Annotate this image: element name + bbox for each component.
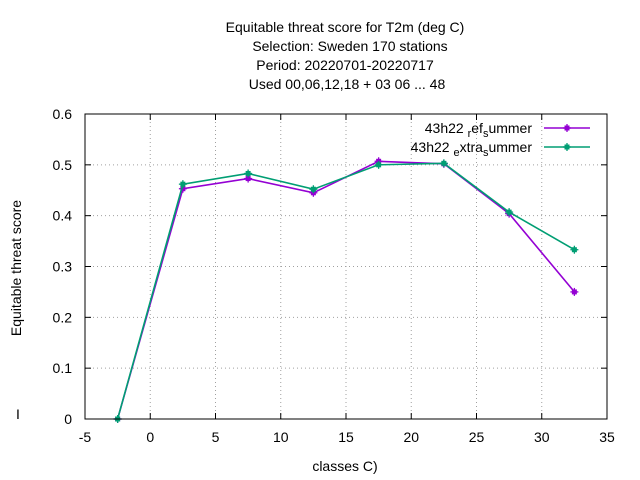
data-point	[570, 245, 579, 254]
y-tick-label: 0.4	[53, 208, 73, 224]
x-tick-label: 25	[469, 429, 485, 445]
x-tick-label: 35	[599, 429, 615, 445]
series-2	[113, 159, 579, 423]
y-tick-label: 0.3	[53, 259, 73, 275]
legend-entry-2: 43h22 extrasummer	[411, 139, 590, 159]
data-point	[178, 180, 187, 189]
legend-entry-1: 43h22 refsummer	[425, 120, 590, 140]
y-tick-label: 0	[64, 411, 72, 427]
legend-marker	[563, 143, 571, 151]
data-point	[570, 287, 579, 296]
data-point	[505, 208, 514, 217]
x-tick-label: 15	[338, 429, 354, 445]
x-tick-label: 0	[146, 429, 154, 445]
data-point	[439, 159, 448, 168]
x-tick-label: 5	[212, 429, 220, 445]
series-layer	[113, 157, 579, 423]
plot-frame	[84, 113, 608, 420]
x-tick-label: 30	[534, 429, 550, 445]
x-tick-label: 10	[273, 429, 289, 445]
data-point	[244, 169, 253, 178]
y-tick-label: 0.1	[53, 360, 73, 376]
y-tick-label: 0.6	[53, 106, 73, 122]
grid	[85, 114, 607, 419]
data-point	[309, 185, 318, 194]
title-line-1: Equitable threat score for T2m (deg C)	[226, 19, 465, 35]
legend-marker	[563, 124, 571, 132]
x-tick-label: 20	[403, 429, 419, 445]
title-line-4: Used 00,06,12,18 + 03 06 ... 48	[249, 76, 446, 92]
x-tick-label: -5	[79, 429, 92, 445]
legend-label: 43h22 refsummer	[425, 120, 533, 140]
x-axis-label: classes C)	[312, 458, 377, 474]
left-marker: I	[16, 406, 20, 422]
y-tick-label: 0.2	[53, 309, 73, 325]
axis-ticks: -5 0 5 10 15 20 25 30 35 0 0.1 0.2 0.3 0.4 0.5 0.6	[53, 106, 615, 445]
legend-label: 43h22 extrasummer	[411, 139, 533, 159]
series-line	[116, 162, 575, 420]
chart-title: Equitable threat score for T2m (deg C) S…	[226, 19, 465, 92]
title-line-2: Selection: Sweden 170 stations	[252, 38, 447, 54]
y-tick-label: 0.5	[53, 157, 73, 173]
data-point	[374, 160, 383, 169]
y-axis-label: Equitable threat score	[8, 200, 24, 336]
title-line-3: Period: 20220701-20220717	[256, 57, 434, 73]
